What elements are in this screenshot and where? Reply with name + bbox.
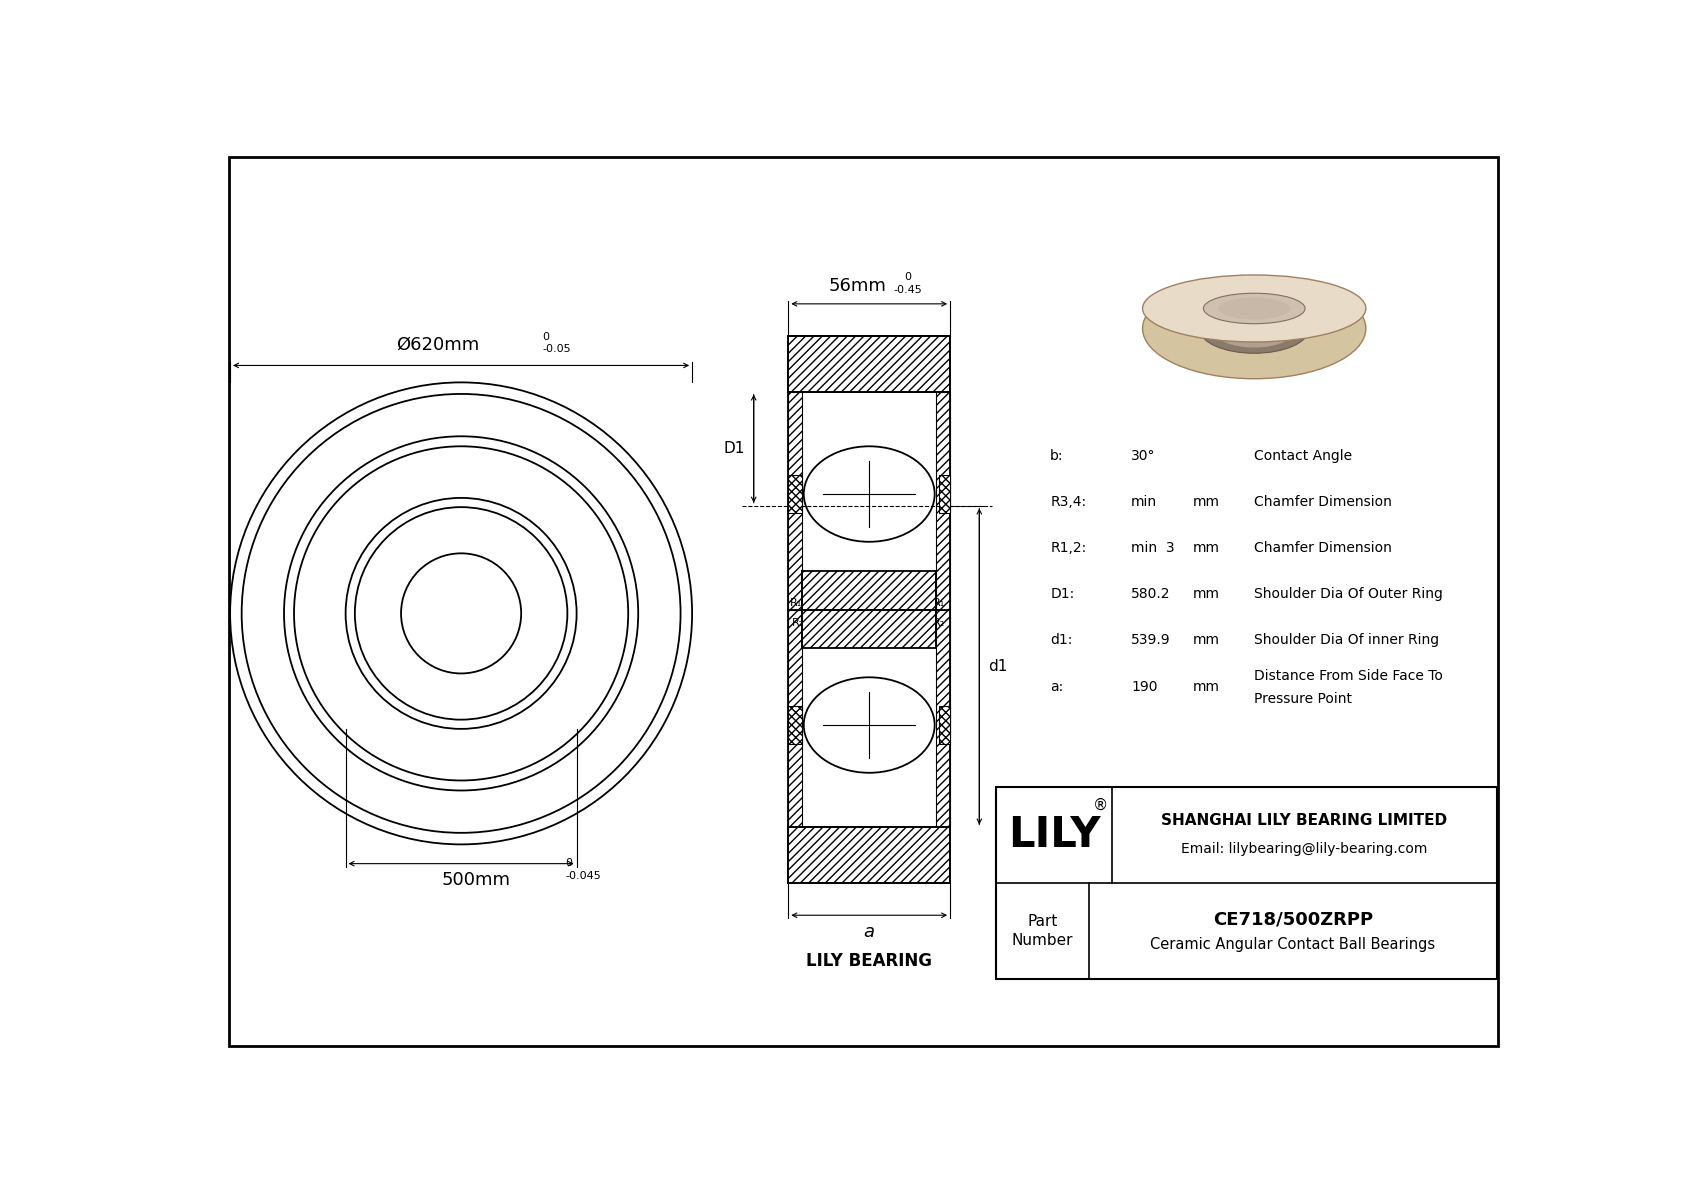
Text: -0.05: -0.05	[542, 344, 571, 354]
Bar	[938, 475, 950, 513]
Text: R₄: R₄	[940, 381, 951, 391]
Text: -0.045: -0.045	[566, 872, 601, 881]
Text: Chamfer Dimension: Chamfer Dimension	[1255, 494, 1393, 509]
Polygon shape	[936, 392, 950, 610]
Polygon shape	[788, 392, 802, 610]
Text: Part
Number: Part Number	[1012, 913, 1073, 948]
Text: mm: mm	[1192, 634, 1219, 648]
Text: Distance From Side Face To: Distance From Side Face To	[1255, 669, 1443, 682]
Text: 30°: 30°	[1132, 449, 1155, 462]
Text: mm: mm	[1192, 541, 1219, 555]
Text: D1:: D1:	[1051, 587, 1074, 601]
Text: R₁: R₁	[933, 598, 945, 607]
Text: Chamfer Dimension: Chamfer Dimension	[1255, 541, 1393, 555]
Bar	[802, 570, 936, 610]
Text: b:: b:	[1051, 449, 1064, 462]
Text: d1: d1	[989, 659, 1009, 674]
Ellipse shape	[1218, 298, 1290, 319]
Text: 0: 0	[566, 859, 573, 868]
Text: min  3: min 3	[1132, 541, 1175, 555]
Text: Ø620mm: Ø620mm	[396, 336, 480, 354]
Bar	[997, 786, 1497, 979]
Text: R1,2:: R1,2:	[1051, 541, 1086, 555]
Bar	[938, 706, 950, 744]
Text: mm: mm	[1192, 494, 1219, 509]
Text: 0: 0	[904, 272, 911, 281]
Polygon shape	[936, 610, 950, 828]
Text: 580.2: 580.2	[1132, 587, 1170, 601]
Text: CE718/500ZRPP: CE718/500ZRPP	[1212, 910, 1372, 929]
Bar	[788, 706, 802, 744]
Text: R₂: R₂	[933, 618, 945, 629]
Ellipse shape	[1199, 304, 1308, 354]
Text: SHANGHAI LILY BEARING LIMITED: SHANGHAI LILY BEARING LIMITED	[1162, 813, 1447, 829]
Text: Contact Angle: Contact Angle	[1255, 449, 1352, 462]
Bar	[802, 610, 936, 648]
Text: R₂: R₂	[791, 618, 805, 629]
Ellipse shape	[1204, 293, 1305, 324]
Ellipse shape	[1212, 310, 1297, 348]
Text: 539.9: 539.9	[1132, 634, 1170, 648]
Text: ®: ®	[1093, 798, 1108, 813]
Text: 0: 0	[542, 331, 549, 342]
Bar	[788, 336, 950, 392]
Text: mm: mm	[1192, 680, 1219, 693]
Text: 56mm: 56mm	[829, 276, 886, 294]
Text: R₁: R₁	[790, 598, 802, 607]
Text: d1:: d1:	[1051, 634, 1073, 648]
Text: Ceramic Angular Contact Ball Bearings: Ceramic Angular Contact Ball Bearings	[1150, 937, 1435, 953]
Ellipse shape	[1142, 275, 1366, 342]
Text: D1: D1	[722, 441, 744, 456]
Text: 190: 190	[1132, 680, 1157, 693]
Text: min: min	[1132, 494, 1157, 509]
Text: Email: lilybearing@lily-bearing.com: Email: lilybearing@lily-bearing.com	[1180, 842, 1428, 855]
Ellipse shape	[1142, 279, 1366, 379]
Text: a:: a:	[1051, 680, 1063, 693]
Text: R₃: R₃	[933, 364, 945, 374]
Text: Shoulder Dia Of inner Ring: Shoulder Dia Of inner Ring	[1255, 634, 1440, 648]
Text: R₁: R₁	[790, 381, 802, 391]
Text: R₂: R₂	[791, 364, 805, 374]
Text: LILY BEARING: LILY BEARING	[807, 952, 933, 971]
Text: Shoulder Dia Of Outer Ring: Shoulder Dia Of Outer Ring	[1255, 587, 1443, 601]
Polygon shape	[788, 610, 802, 828]
Text: Pressure Point: Pressure Point	[1255, 692, 1352, 706]
Bar	[788, 828, 950, 883]
Text: b: b	[908, 579, 916, 592]
Text: -0.45: -0.45	[893, 285, 923, 294]
Bar	[788, 475, 802, 513]
Text: mm: mm	[1192, 587, 1219, 601]
Text: R3,4:: R3,4:	[1051, 494, 1086, 509]
Text: LILY: LILY	[1007, 813, 1100, 856]
Text: a: a	[864, 923, 874, 941]
Text: 500mm: 500mm	[441, 872, 510, 890]
